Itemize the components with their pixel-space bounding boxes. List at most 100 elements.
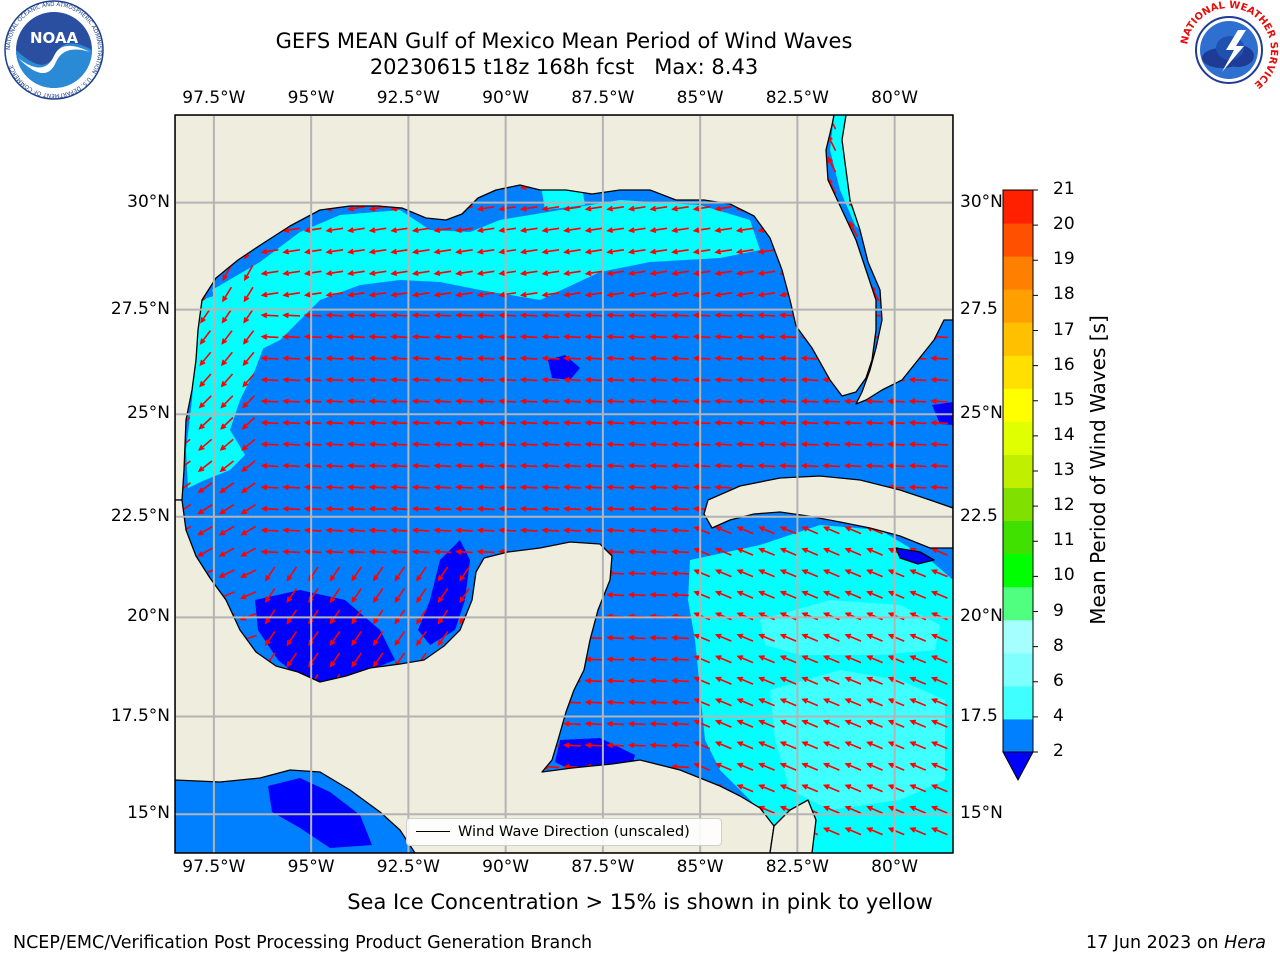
wind-wave-arrow <box>627 312 646 319</box>
wind-wave-arrow <box>909 698 927 707</box>
wind-wave-arrow <box>411 441 430 448</box>
wind-wave-arrow <box>240 525 257 536</box>
wind-wave-arrow <box>476 205 495 212</box>
wind-wave-arrow <box>411 227 430 233</box>
wind-wave-arrow <box>390 441 409 448</box>
wind-wave-arrow <box>606 677 625 684</box>
wind-wave-arrow <box>433 270 452 276</box>
wind-wave-arrow <box>692 419 711 426</box>
wind-wave-arrow <box>693 676 711 685</box>
wind-wave-arrow <box>286 566 298 582</box>
wind-wave-arrow <box>606 462 625 469</box>
wind-wave-arrow <box>908 419 927 426</box>
wind-wave-arrow <box>282 441 301 448</box>
wind-wave-arrow <box>649 419 668 426</box>
wind-wave-arrow <box>368 462 387 469</box>
wind-wave-arrow <box>197 525 213 536</box>
wind-wave-arrow <box>220 416 234 430</box>
wind-wave-arrow <box>584 227 603 233</box>
wind-wave-arrow <box>909 633 927 642</box>
wind-wave-arrow <box>800 376 819 383</box>
wind-wave-arrow <box>693 569 711 578</box>
wind-wave-arrow <box>347 291 365 298</box>
wind-wave-arrow <box>241 416 256 430</box>
wind-wave-arrow <box>714 655 732 664</box>
colorbar-under-triangle <box>1002 751 1034 782</box>
wind-wave-arrow <box>670 312 689 319</box>
wind-wave-arrow <box>325 505 344 512</box>
wind-wave-arrow <box>649 291 668 298</box>
wind-wave-arrow <box>887 676 905 685</box>
wind-wave-arrow <box>454 376 473 383</box>
wind-wave-arrow <box>260 333 279 340</box>
wind-wave-arrow <box>541 462 560 469</box>
wind-wave-arrow <box>865 462 884 469</box>
wind-wave-arrow <box>865 398 884 405</box>
wind-wave-arrow <box>584 742 603 749</box>
wind-wave-arrow <box>519 355 538 362</box>
wind-wave-arrow <box>692 462 711 469</box>
wind-wave-arrow <box>606 441 625 448</box>
wind-wave-arrow <box>693 590 711 599</box>
wind-wave-arrow <box>199 351 212 367</box>
wind-wave-arrow <box>390 398 409 405</box>
wind-wave-arrow <box>757 462 776 469</box>
wind-wave-arrow <box>519 227 538 233</box>
colorbar-tick-label: 19 <box>1053 249 1075 270</box>
wind-wave-arrow <box>325 419 344 426</box>
wind-wave-arrow <box>476 270 495 276</box>
wind-wave-arrow <box>454 398 473 405</box>
nws-logo: NATIONAL WEATHER SERVICE <box>1179 0 1279 99</box>
wind-wave-arrow <box>844 762 862 771</box>
wind-wave-arrow <box>562 527 581 534</box>
wind-wave-arrow <box>866 590 883 599</box>
wind-wave-arrow <box>433 291 452 298</box>
lat-tick-label-left: 22.5°N <box>110 505 170 526</box>
wind-wave-arrow <box>240 482 256 494</box>
wind-wave-arrow <box>584 720 603 727</box>
wind-wave-arrow <box>822 590 840 599</box>
wind-wave-arrow <box>866 805 883 814</box>
wind-wave-arrow <box>649 398 668 405</box>
wind-wave-arrow <box>692 441 711 448</box>
wind-wave-arrow <box>670 699 689 706</box>
wind-wave-arrow <box>606 355 625 362</box>
credit-text: NCEP/EMC/Verification Post Processing Pr… <box>13 933 593 953</box>
wind-wave-arrow <box>758 762 775 771</box>
wind-wave-arrow <box>562 742 581 749</box>
colorbar-segment <box>1003 454 1033 489</box>
wind-wave-arrow <box>303 527 322 534</box>
wind-wave-arrow <box>218 503 235 515</box>
wind-wave-arrow <box>351 652 362 668</box>
colorbar-tick-label: 6 <box>1053 670 1064 691</box>
wind-wave-arrow <box>692 398 711 405</box>
wind-wave-arrow <box>757 355 776 362</box>
wind-wave-arrow <box>887 655 905 664</box>
wind-wave-arrow <box>394 566 406 582</box>
wind-wave-arrow <box>649 548 668 555</box>
wind-wave-arrow <box>368 398 387 405</box>
wind-wave-arrow <box>627 720 646 727</box>
wind-wave-arrow <box>908 462 927 469</box>
wind-wave-arrow <box>822 698 840 707</box>
wind-wave-arrow <box>584 355 603 362</box>
wind-wave-arrow <box>736 547 754 556</box>
wind-wave-arrow <box>264 566 276 582</box>
wind-wave-arrow <box>368 441 387 448</box>
wind-wave-arrow <box>239 591 257 600</box>
wind-wave-arrow <box>714 698 732 707</box>
wind-wave-arrow <box>325 248 344 255</box>
wind-wave-arrow <box>758 547 775 556</box>
wind-wave-arrow <box>930 547 948 556</box>
lat-tick-label-left: 20°N <box>127 606 170 627</box>
wind-wave-arrow <box>606 333 625 340</box>
wind-wave-arrow <box>714 762 732 771</box>
wind-wave-arrow <box>476 419 495 426</box>
wind-wave-arrow <box>416 566 427 582</box>
wind-wave-arrow <box>930 741 948 750</box>
lat-tick-label-left: 27.5°N <box>110 298 170 319</box>
wind-wave-arrow <box>670 355 689 362</box>
wind-wave-arrow <box>433 312 452 319</box>
wind-wave-arrow <box>736 569 754 578</box>
wind-wave-arrow <box>454 333 473 340</box>
